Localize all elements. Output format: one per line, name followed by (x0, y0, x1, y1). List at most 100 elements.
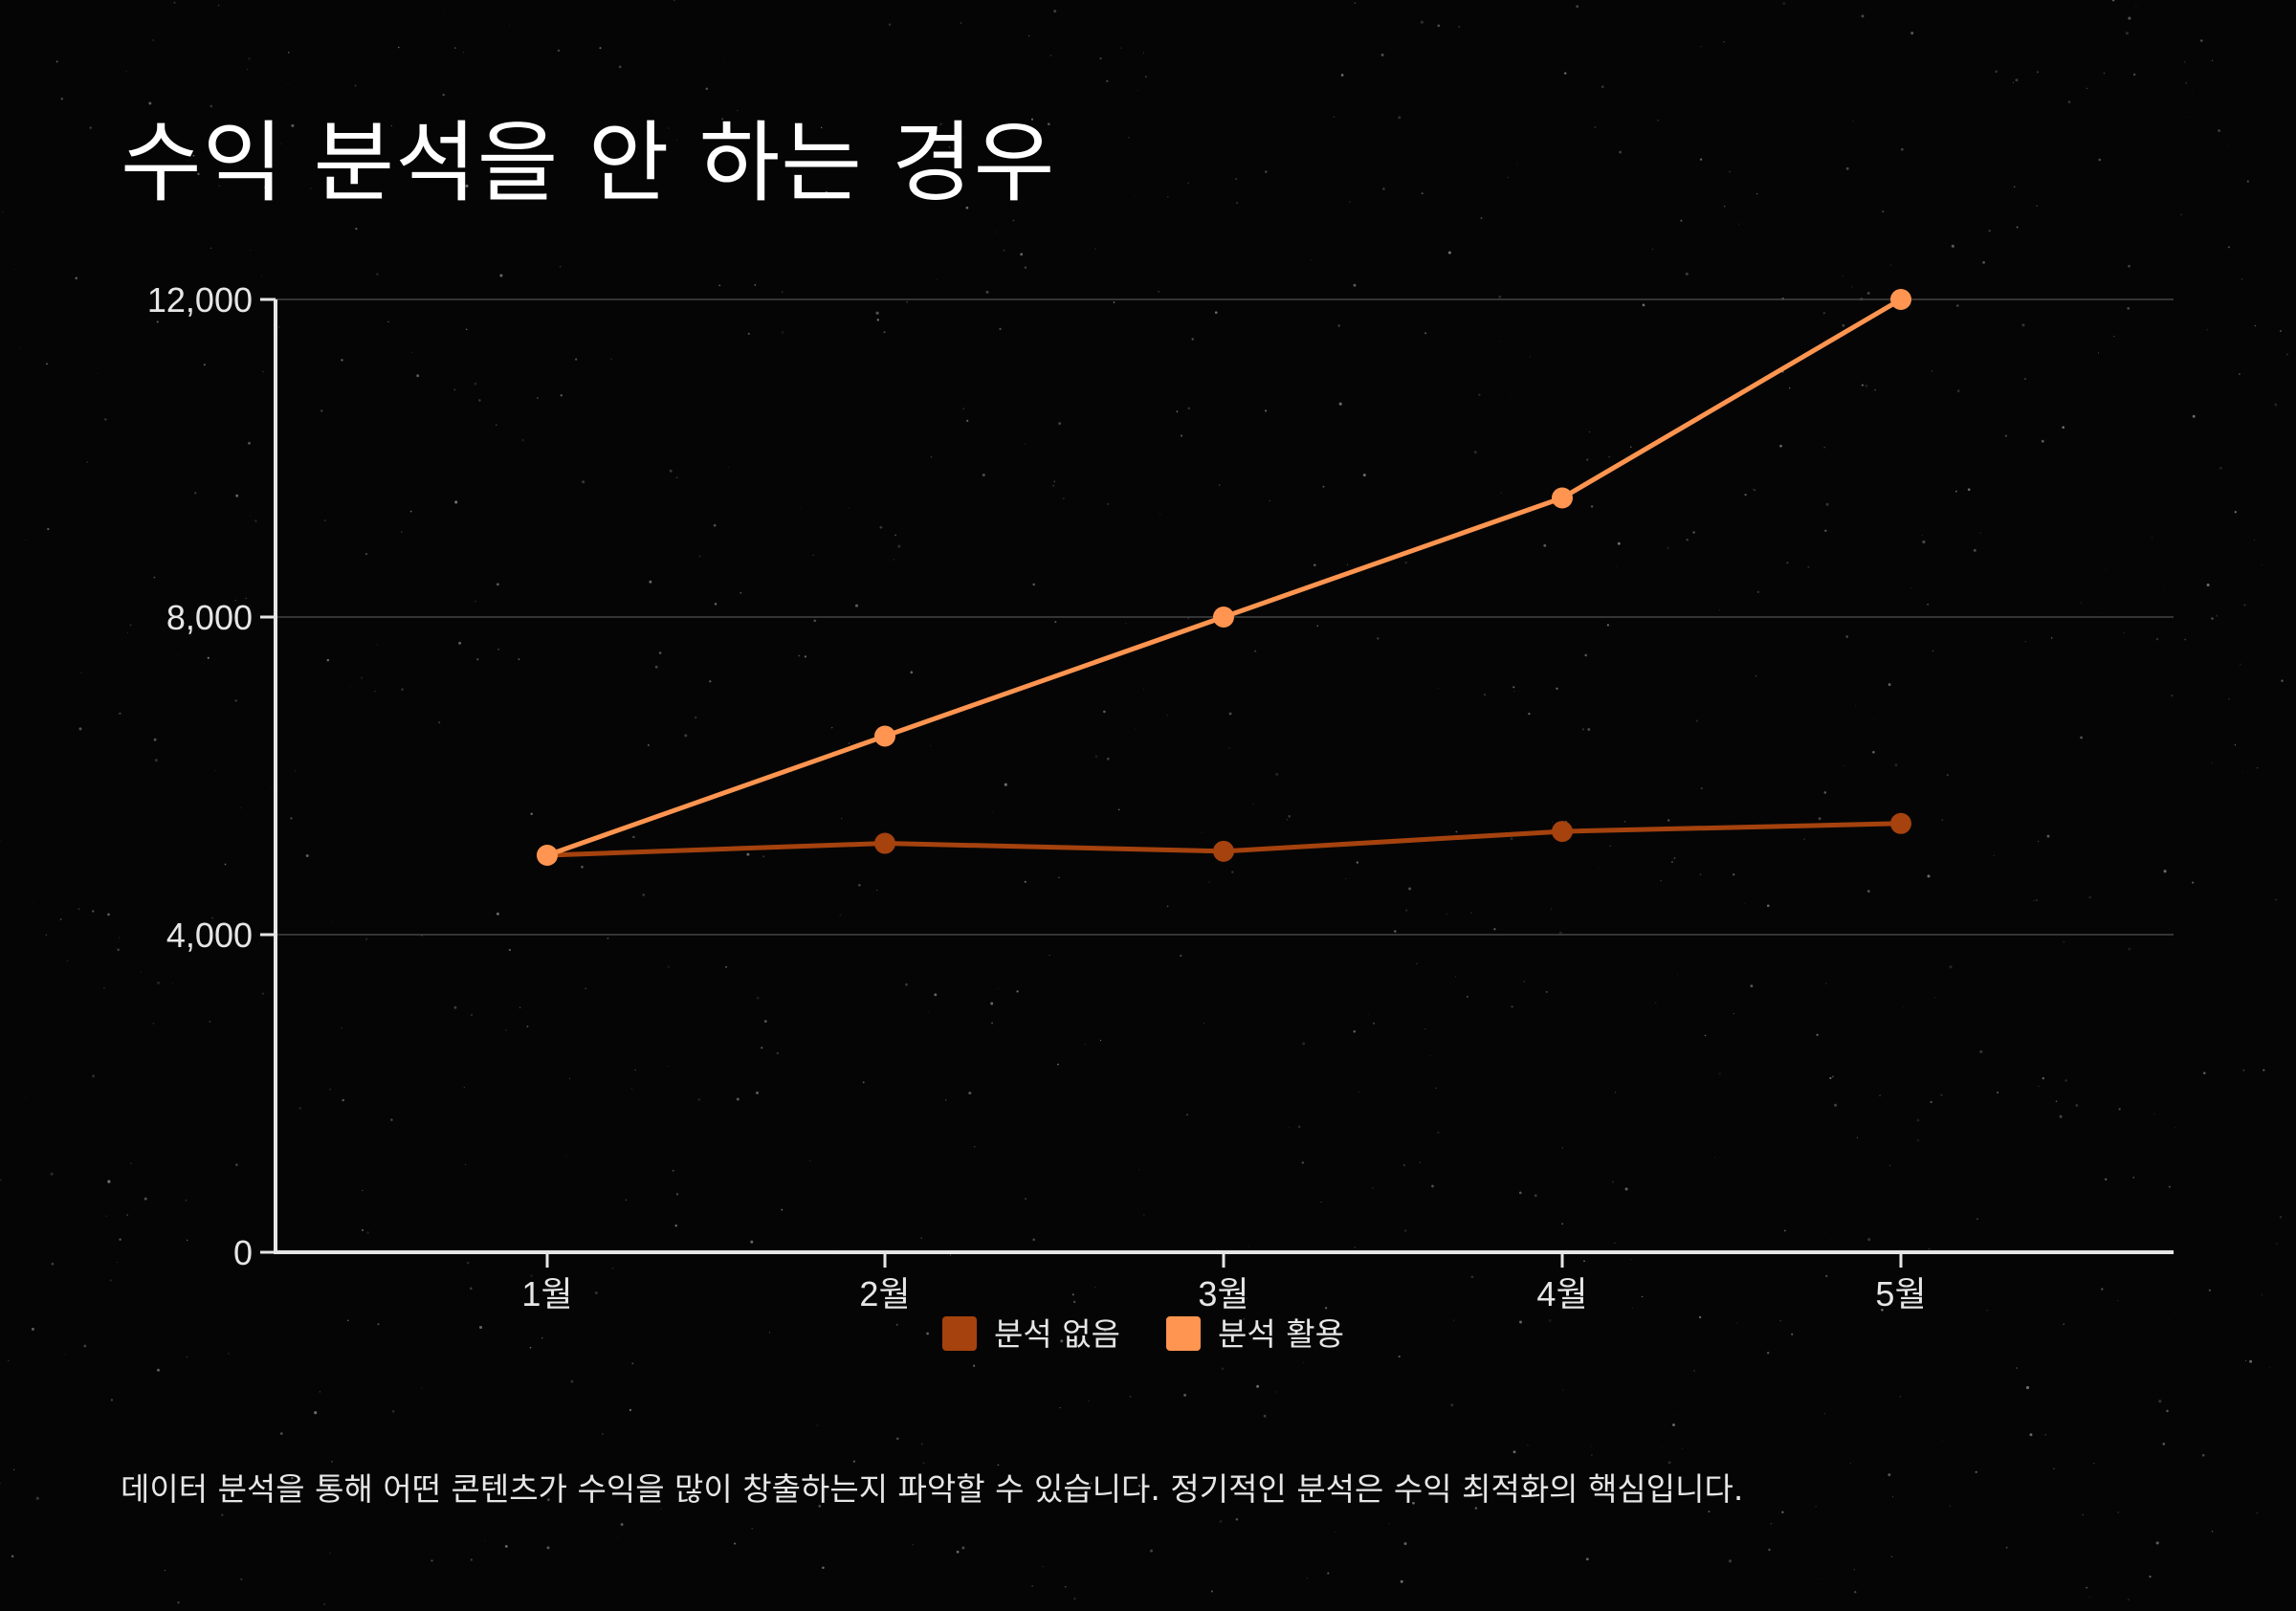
star-speck (496, 424, 497, 426)
star-speck (1120, 47, 1122, 49)
star-speck (618, 65, 622, 69)
star-speck (530, 1274, 533, 1278)
star-speck (1137, 90, 1138, 91)
star-speck (1144, 76, 1147, 78)
star-speck (1941, 1440, 1943, 1442)
star-speck (2206, 584, 2210, 586)
star-speck (1823, 791, 1827, 794)
star-speck (1208, 881, 1210, 883)
star-speck (1335, 1531, 1336, 1534)
star-speck (1254, 650, 1257, 652)
star-speck (326, 658, 330, 662)
star-speck (966, 419, 969, 423)
star-speck (364, 938, 368, 940)
star-speck (675, 476, 678, 478)
star-speck (1588, 430, 1591, 433)
star-speck (2234, 511, 2237, 514)
star-speck (521, 438, 524, 442)
star-speck (1246, 1297, 1247, 1300)
star-speck (46, 363, 48, 365)
star-speck (893, 559, 895, 561)
series-lines (537, 289, 1911, 866)
star-speck (1700, 786, 1703, 790)
star-speck (0, 1179, 2, 1181)
star-speck (1651, 248, 1653, 250)
star-speck (287, 52, 290, 54)
star-speck (466, 1261, 470, 1265)
star-speck (2132, 73, 2136, 77)
star-speck (1700, 46, 1702, 48)
star-speck (1302, 1361, 1304, 1363)
star-speck (463, 52, 464, 54)
star-speck (1867, 1238, 1871, 1242)
star-speck (2086, 87, 2088, 90)
star-speck (1881, 399, 1882, 401)
star-speck (2238, 373, 2241, 376)
star-speck (129, 624, 132, 627)
star-speck (920, 1443, 923, 1445)
star-speck (1584, 653, 1588, 657)
star-speck (1550, 908, 1553, 910)
star-speck (347, 1319, 349, 1322)
star-speck (992, 810, 993, 812)
star-speck (1434, 1087, 1437, 1090)
star-speck (2132, 1176, 2135, 1179)
star-speck (1088, 1400, 1091, 1402)
star-speck (1657, 120, 1659, 121)
star-speck (839, 914, 842, 916)
star-speck (2105, 568, 2107, 570)
star-speck (1516, 164, 1518, 166)
star-speck (1404, 561, 1407, 564)
star-speck (1922, 540, 1926, 544)
star-speck (508, 948, 512, 952)
star-speck (92, 1074, 96, 1078)
x-tick-label: 1월 (521, 1274, 572, 1313)
star-speck (1660, 879, 1662, 882)
star-speck (130, 1162, 132, 1164)
star-speck (822, 1566, 825, 1570)
star-speck (401, 688, 404, 691)
star-speck (421, 1387, 423, 1389)
star-speck (1630, 1259, 1631, 1261)
star-speck (1973, 548, 1976, 552)
star-speck (1345, 877, 1347, 879)
star-speck (557, 49, 561, 53)
star-speck (1354, 2, 1357, 5)
star-speck (2125, 32, 2129, 35)
star-speck (508, 25, 510, 26)
legend-swatch (942, 1316, 977, 1351)
star-speck (1346, 563, 1349, 566)
star-speck (1686, 538, 1689, 541)
star-speck (1823, 1413, 1825, 1415)
star-speck (1589, 1488, 1590, 1490)
star-speck (50, 1172, 54, 1176)
star-speck (2162, 1443, 2166, 1445)
star-speck (280, 1432, 283, 1435)
star-speck (1203, 1023, 1205, 1025)
star-speck (1916, 1138, 1920, 1142)
star-speck (1125, 623, 1127, 625)
star-speck (675, 1193, 679, 1196)
star-speck (2123, 632, 2125, 634)
star-speck (746, 852, 750, 856)
star-speck (2042, 1077, 2044, 1080)
star-speck (164, 1569, 166, 1572)
star-speck (1421, 192, 1424, 195)
star-speck (2105, 1178, 2108, 1181)
star-speck (235, 1163, 238, 1166)
star-speck (355, 228, 358, 231)
star-speck (668, 1066, 669, 1067)
star-speck (2036, 71, 2040, 74)
star-speck (1756, 590, 1760, 594)
star-speck (263, 187, 266, 188)
star-speck (1219, 1519, 1223, 1523)
star-speck (2211, 1530, 2214, 1533)
star-speck (1723, 205, 1726, 208)
star-speck (1856, 1137, 1858, 1138)
star-speck (1183, 1393, 1187, 1397)
star-speck (565, 1155, 567, 1157)
star-speck (999, 327, 1003, 331)
star-speck (1946, 774, 1949, 777)
star-speck (1673, 1413, 1675, 1415)
star-speck (754, 284, 757, 286)
